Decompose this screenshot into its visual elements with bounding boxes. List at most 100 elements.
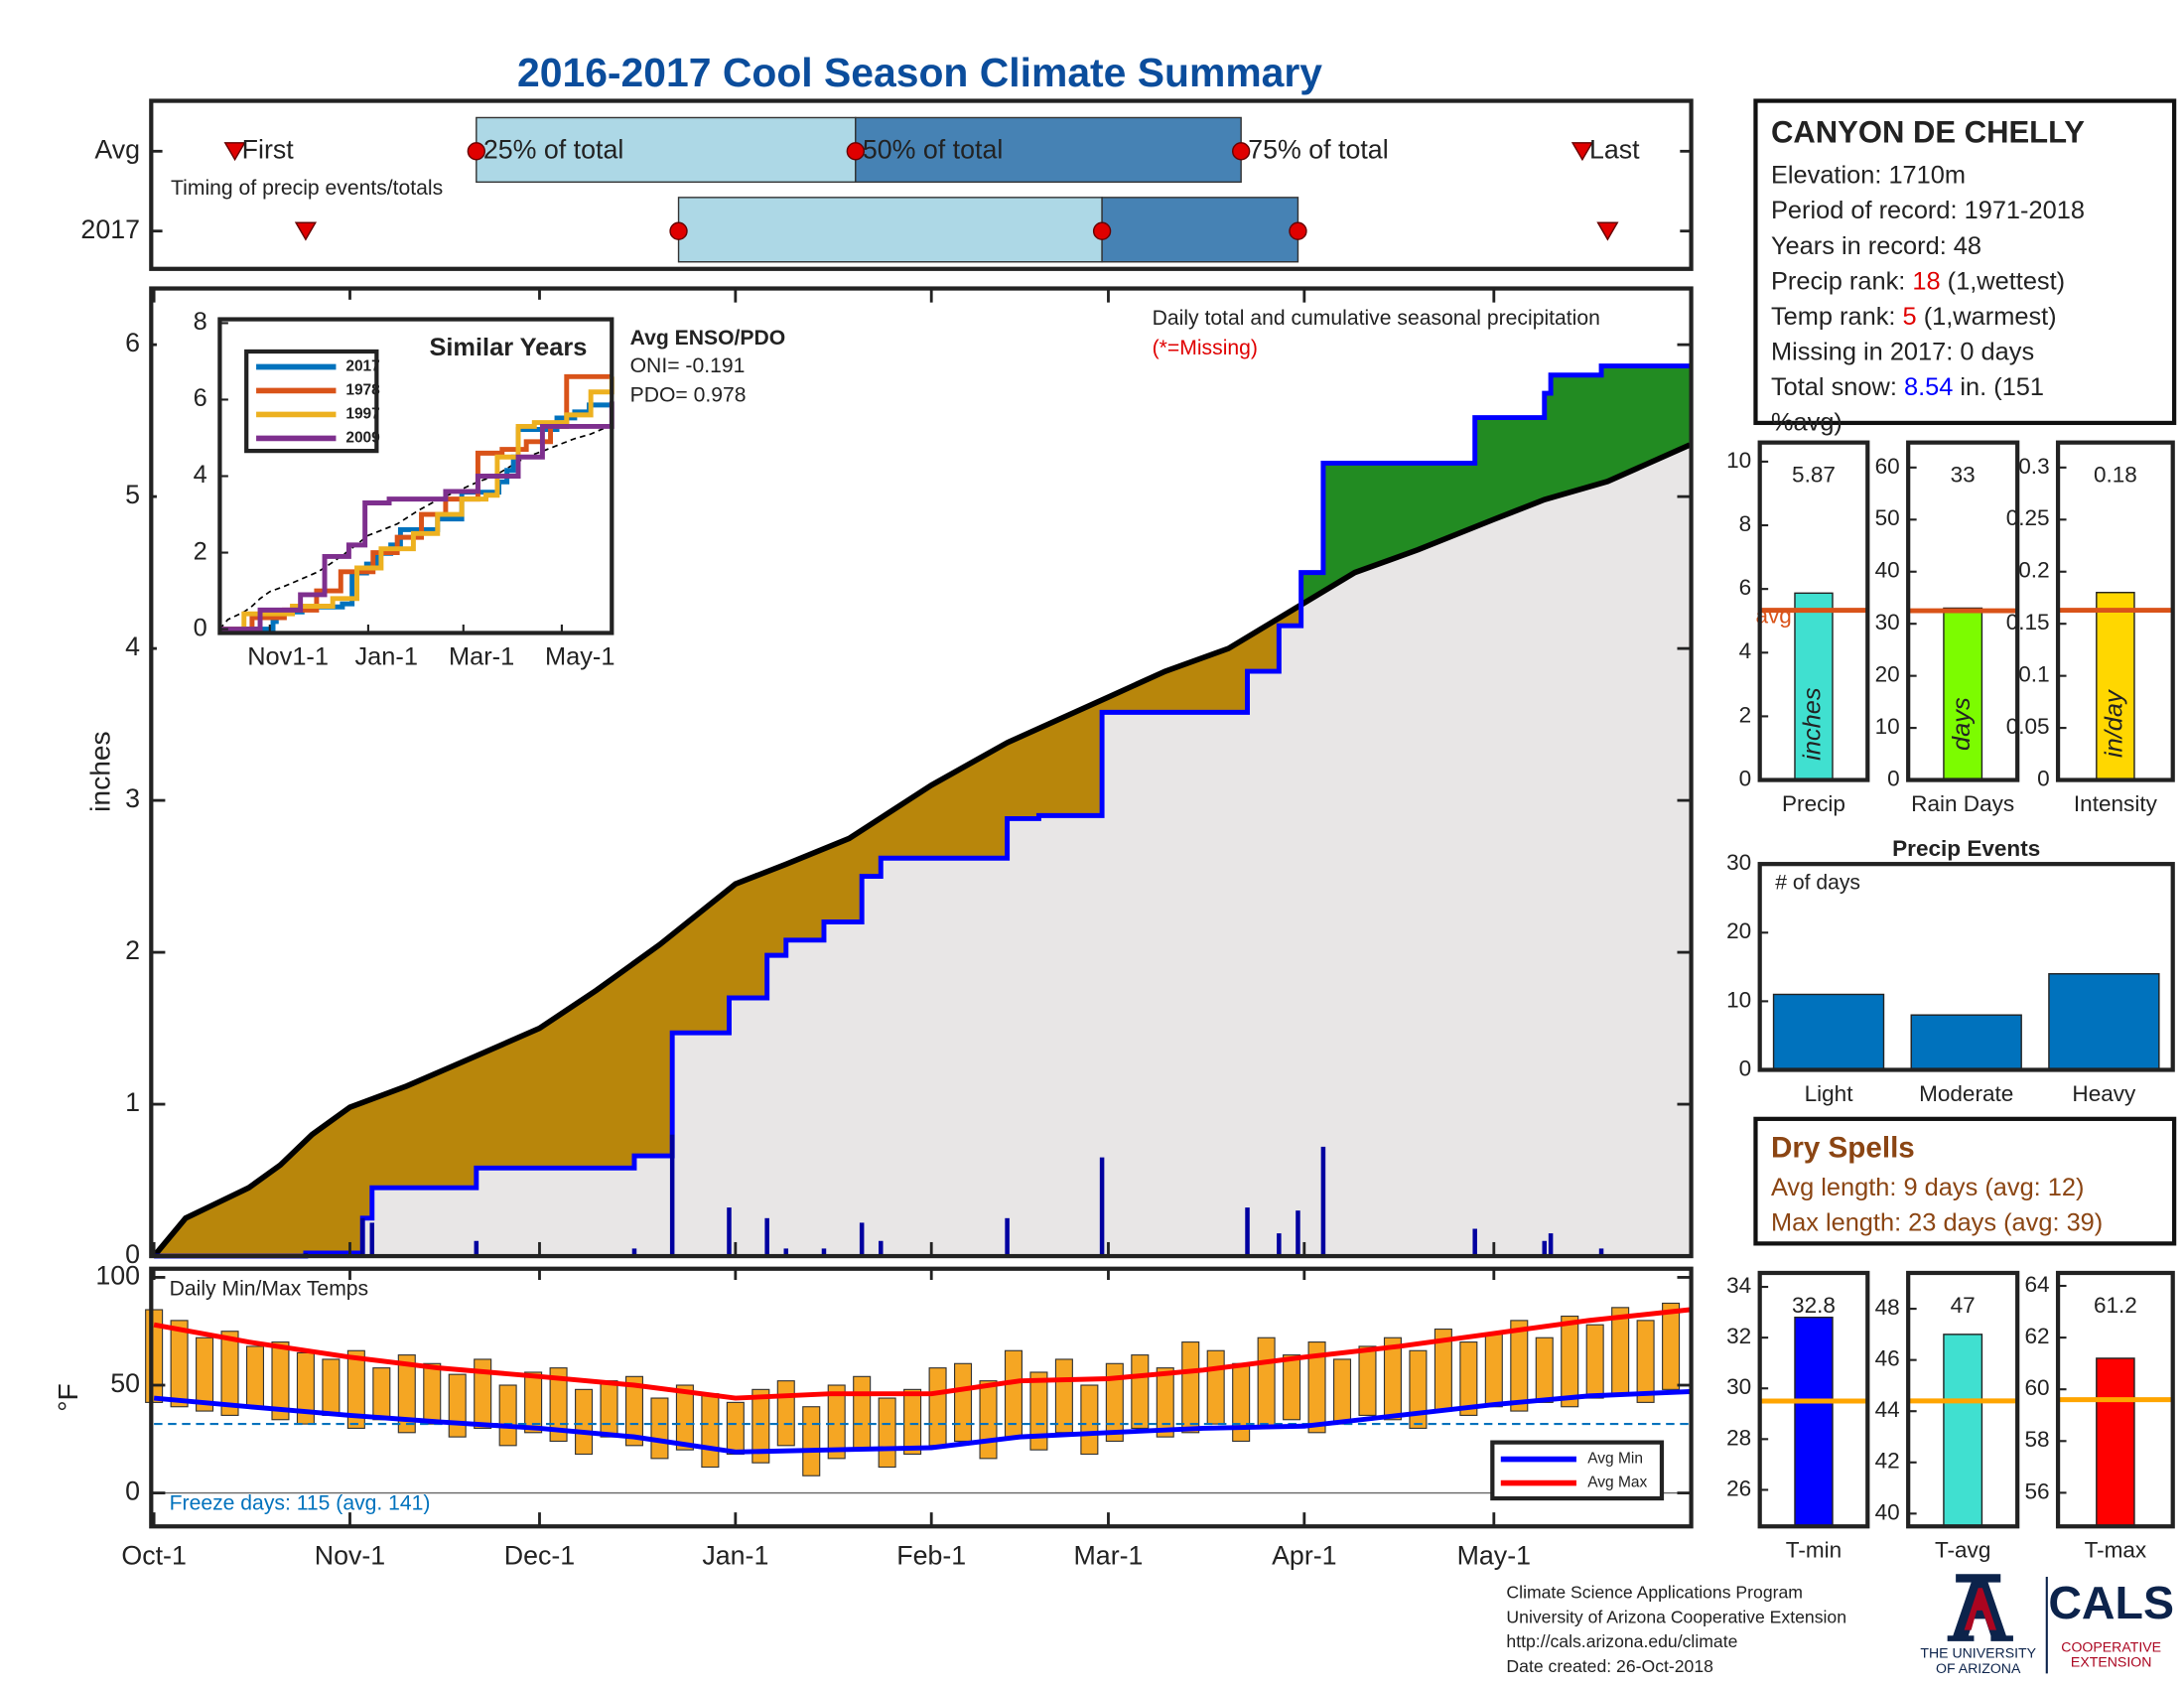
y-tick-label: 0: [2037, 767, 2050, 791]
daily-temp-bar: [220, 1331, 239, 1416]
y-tick-label: 0.15: [2006, 610, 2050, 634]
station-text: 18: [1912, 267, 1940, 295]
bar: [2096, 592, 2135, 781]
axes-frame: [1757, 862, 2175, 1072]
y-tick-label: 0: [1887, 767, 1900, 791]
daily-precip-bar: [669, 1134, 675, 1257]
daily-precip-bar: [1245, 1207, 1250, 1257]
daily-temp-bar: [346, 1349, 365, 1430]
x-tick-label: T-avg: [1935, 1538, 1990, 1563]
timing-marker: [1596, 221, 1619, 241]
y-tick-label: 56: [2025, 1478, 2050, 1503]
daily-precip-bar: [1472, 1228, 1477, 1257]
daily-temp-bar: [776, 1380, 795, 1447]
daily-temp-bar: [1510, 1320, 1529, 1412]
daily-temp-bar: [1105, 1362, 1124, 1443]
daily-temp-bar: [322, 1358, 341, 1416]
daily-temp-bar: [878, 1397, 896, 1469]
daily-precip-bar: [1005, 1217, 1010, 1257]
marker-label: 25% of total: [483, 134, 623, 164]
average-temp-line: [153, 1389, 1691, 1455]
freeze-text: Freeze days: 115 (avg. 141): [170, 1491, 431, 1514]
y-tick-label: 40: [1875, 558, 1900, 583]
annotation: Daily Min/Max Temps: [170, 1277, 368, 1300]
enso-pdo: PDO= 0.978: [630, 384, 747, 407]
value-label: 61.2: [2094, 1293, 2137, 1318]
daily-precip-bar: [783, 1248, 789, 1257]
y-tick-label: 34: [1726, 1273, 1751, 1298]
y-tick-label: 6: [1739, 575, 1752, 600]
daily-temp-bar: [903, 1388, 922, 1456]
y-tick-label: 50: [110, 1368, 140, 1398]
daily-precip-bar: [1296, 1210, 1300, 1257]
timing-bar: [677, 197, 1103, 263]
daily-temp-bar: [928, 1367, 947, 1447]
timing-marker: [223, 142, 246, 162]
unit-label: days: [1948, 697, 1976, 751]
y-tick-label: 28: [1726, 1425, 1751, 1450]
y-tick-label: 48: [1875, 1295, 1900, 1320]
axes-frame: [217, 317, 614, 635]
daily-temp-bar: [1283, 1354, 1301, 1421]
y-tick-label: 6: [194, 384, 207, 412]
daily-temp-bar: [448, 1373, 467, 1438]
daily-temp-bar: [624, 1375, 644, 1447]
y-tick-label: 46: [1875, 1346, 1900, 1371]
y-tick-label: 20: [1726, 918, 1751, 943]
daily-precip-bar: [1099, 1157, 1105, 1257]
station-text: (1,wettest): [1941, 267, 2065, 295]
enso-title: Avg ENSO/PDO: [630, 327, 786, 350]
bar: [1772, 993, 1885, 1071]
timing-marker: [467, 142, 485, 161]
dry-spells-title: Dry Spells: [1771, 1132, 1915, 1165]
x-tick-label: Light: [1805, 1081, 1854, 1106]
marker-label: 50% of total: [863, 134, 1003, 164]
unit-label: inches: [1799, 687, 1827, 761]
timing-marker: [1231, 142, 1251, 161]
y-tick-label: 0: [1739, 1055, 1752, 1080]
daily-temp-bar: [726, 1401, 745, 1456]
station-text: (1,warmest): [1917, 303, 2057, 331]
y-tick-label: 5: [125, 480, 140, 509]
station-line: Missing in 2017: 0 days: [1771, 338, 2034, 365]
y-tick-label: 0.3: [2018, 454, 2049, 479]
footer-line: University of Arizona Cooperative Extens…: [1506, 1607, 1846, 1626]
y-tick-label: 10: [1875, 714, 1900, 739]
x-tick-label: Mar-1: [1073, 1540, 1143, 1570]
x-tick-label: May-1: [545, 643, 614, 671]
y-tick-label: 32: [1726, 1324, 1751, 1348]
legend-label: 1978: [345, 382, 380, 399]
daily-precip-bar: [727, 1207, 732, 1257]
timing-marker: [1289, 221, 1307, 240]
y-tick-label: 4: [1739, 638, 1752, 663]
station-line: Years in record: 48: [1771, 231, 1981, 259]
daily-temp-bar: [1383, 1336, 1402, 1421]
y-tick-label: 58: [2025, 1427, 2050, 1452]
x-tick-label: Rain Days: [1911, 791, 2014, 816]
axes-frame: [149, 98, 1694, 271]
y-tick-label: 2: [1739, 702, 1752, 727]
daily-temp-bar: [1662, 1302, 1681, 1390]
chart-title: 2016-2017 Cool Season Climate Summary: [517, 50, 1322, 95]
dry-spells-line: Avg length: 9 days (avg: 12): [1771, 1174, 2085, 1201]
inset-title: Similar Years: [429, 334, 587, 361]
daily-temp-bar: [1535, 1336, 1554, 1403]
y-tick-label: 20: [1875, 662, 1900, 687]
enso-oni: ONI= -0.191: [630, 354, 746, 377]
y-tick-label: 10: [1726, 448, 1751, 473]
daily-temp-bar: [675, 1384, 694, 1451]
y-tick-label: 0.1: [2018, 662, 2049, 687]
row-label: Avg: [94, 134, 140, 164]
y-tick-label: 3: [125, 783, 140, 813]
legend-label: 1997: [345, 406, 379, 423]
x-tick-label: Intensity: [2074, 791, 2158, 816]
daily-temp-bar: [1131, 1354, 1150, 1430]
cals-text: CALS: [2048, 1577, 2174, 1628]
station-text: Total snow:: [1771, 373, 1904, 401]
station-line: Temp rank: 5 (1,warmest): [1771, 303, 2057, 331]
value-label: 32.8: [1792, 1293, 1836, 1318]
timing-marker: [846, 142, 865, 161]
station-name: CANYON DE CHELLY: [1771, 115, 2085, 150]
daily-temp-bar: [1561, 1315, 1579, 1408]
